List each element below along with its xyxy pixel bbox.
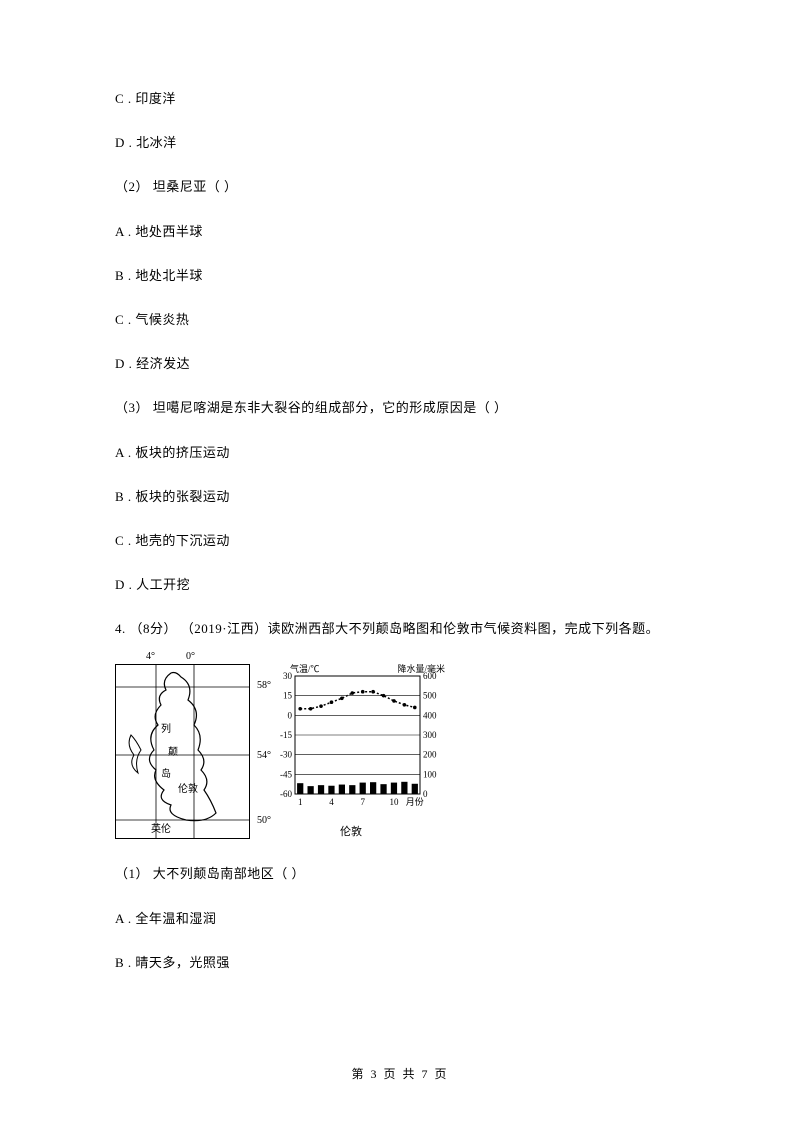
- q2-option-d: D . 经济发达: [115, 355, 685, 373]
- lon-label-4: 4°: [146, 651, 155, 662]
- svg-text:-45: -45: [280, 770, 292, 780]
- svg-text:500: 500: [423, 691, 437, 701]
- svg-text:7: 7: [360, 797, 365, 807]
- option-c: C . 印度洋: [115, 90, 685, 108]
- svg-text:300: 300: [423, 730, 437, 740]
- svg-text:10: 10: [389, 797, 399, 807]
- q3-option-b: B . 板块的张裂运动: [115, 488, 685, 506]
- map-label-1: 列: [161, 720, 171, 735]
- britain-map-figure: 4° 0° 58° 54° 50° 列 颠 岛 伦敦 英伦: [115, 664, 250, 839]
- map-label-city: 伦敦: [178, 780, 198, 795]
- question-4-stem: 4. （8分） （2019·江西）读欧洲西部大不列颠岛略图和伦敦市气候资料图，完…: [115, 620, 685, 638]
- svg-text:200: 200: [423, 750, 437, 760]
- lon-label-0: 0°: [186, 651, 195, 662]
- svg-text:月份: 月份: [406, 796, 424, 807]
- chart-title-left: 气温/℃: [290, 662, 320, 675]
- map-label-3: 岛: [161, 765, 171, 780]
- chart-svg: 30600155000400-15300-30200-45100-6001471…: [265, 664, 445, 824]
- q4-option-a: A . 全年温和湿润: [115, 910, 685, 928]
- page-footer: 第 3 页 共 7 页: [0, 1065, 800, 1082]
- q4-option-b: B . 晴天多，光照强: [115, 954, 685, 972]
- q2-option-a: A . 地处西半球: [115, 223, 685, 241]
- svg-text:400: 400: [423, 711, 437, 721]
- svg-text:15: 15: [283, 691, 293, 701]
- chart-city-label: 伦敦: [340, 823, 362, 839]
- q2-option-b: B . 地处北半球: [115, 267, 685, 285]
- question-3-stem: （3） 坦噶尼喀湖是东非大裂谷的组成部分，它的形成原因是（ ）: [115, 399, 685, 417]
- map-label-2: 颠: [168, 743, 178, 758]
- q3-option-d: D . 人工开挖: [115, 576, 685, 594]
- chart-title-right: 降水量/毫米: [397, 662, 445, 675]
- question-4-sub1: （1） 大不列颠岛南部地区（ ）: [115, 865, 685, 883]
- map-label-strait: 英伦: [151, 820, 171, 835]
- svg-text:-30: -30: [280, 750, 292, 760]
- q2-option-c: C . 气候炎热: [115, 311, 685, 329]
- question-2-stem: （2） 坦桑尼亚（ ）: [115, 178, 685, 196]
- q3-option-a: A . 板块的挤压运动: [115, 444, 685, 462]
- svg-text:1: 1: [298, 797, 303, 807]
- svg-text:4: 4: [329, 797, 334, 807]
- option-d: D . 北冰洋: [115, 134, 685, 152]
- svg-text:0: 0: [288, 711, 293, 721]
- map-svg: [116, 665, 249, 838]
- svg-text:-60: -60: [280, 789, 292, 799]
- svg-text:-15: -15: [280, 730, 292, 740]
- london-climate-chart: 气温/℃ 降水量/毫米 30600155000400-15300-30200-4…: [265, 664, 445, 839]
- svg-text:100: 100: [423, 770, 437, 780]
- q3-option-c: C . 地壳的下沉运动: [115, 532, 685, 550]
